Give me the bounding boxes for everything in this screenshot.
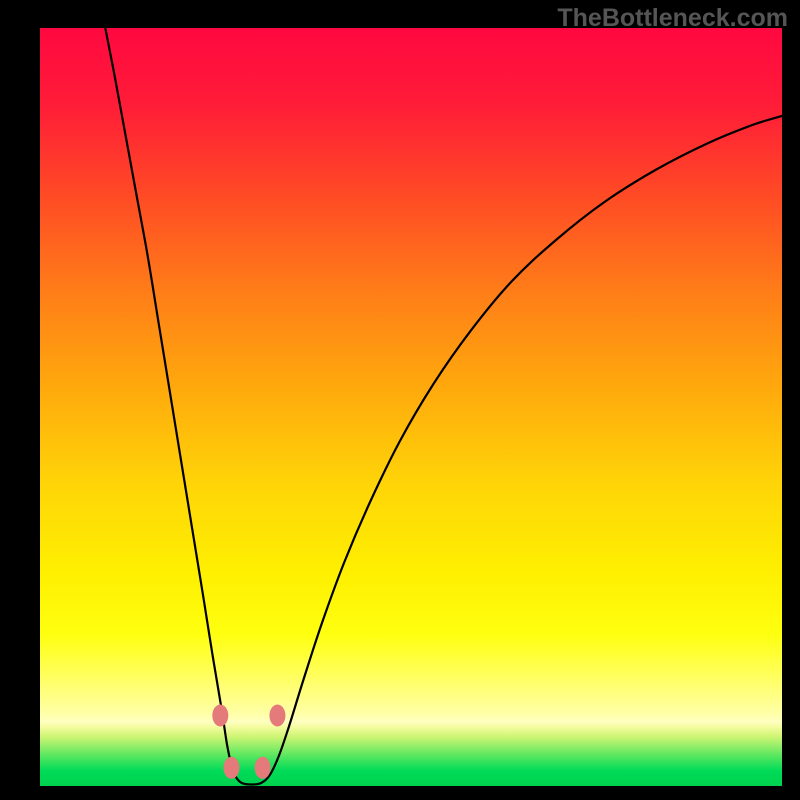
- curve-marker: [223, 757, 239, 779]
- curve-path: [105, 28, 782, 784]
- plot-area: [40, 28, 782, 786]
- attribution-text: TheBottleneck.com: [557, 4, 788, 33]
- curve-marker: [255, 757, 271, 779]
- curve-marker: [269, 705, 285, 727]
- curve-marker: [212, 705, 228, 727]
- bottleneck-curve: [40, 28, 782, 786]
- chart-container: TheBottleneck.com: [0, 0, 800, 800]
